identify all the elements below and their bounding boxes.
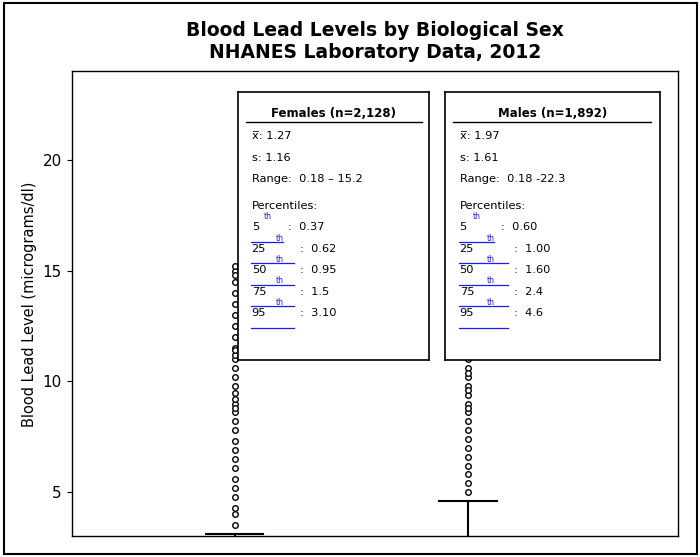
Y-axis label: Blood Lead Level (micrograms/dl): Blood Lead Level (micrograms/dl) [22, 181, 37, 427]
Bar [427, 550, 509, 557]
Title: Blood Lead Levels by Biological Sex
NHANES Laboratory Data, 2012: Blood Lead Levels by Biological Sex NHAN… [186, 21, 564, 62]
